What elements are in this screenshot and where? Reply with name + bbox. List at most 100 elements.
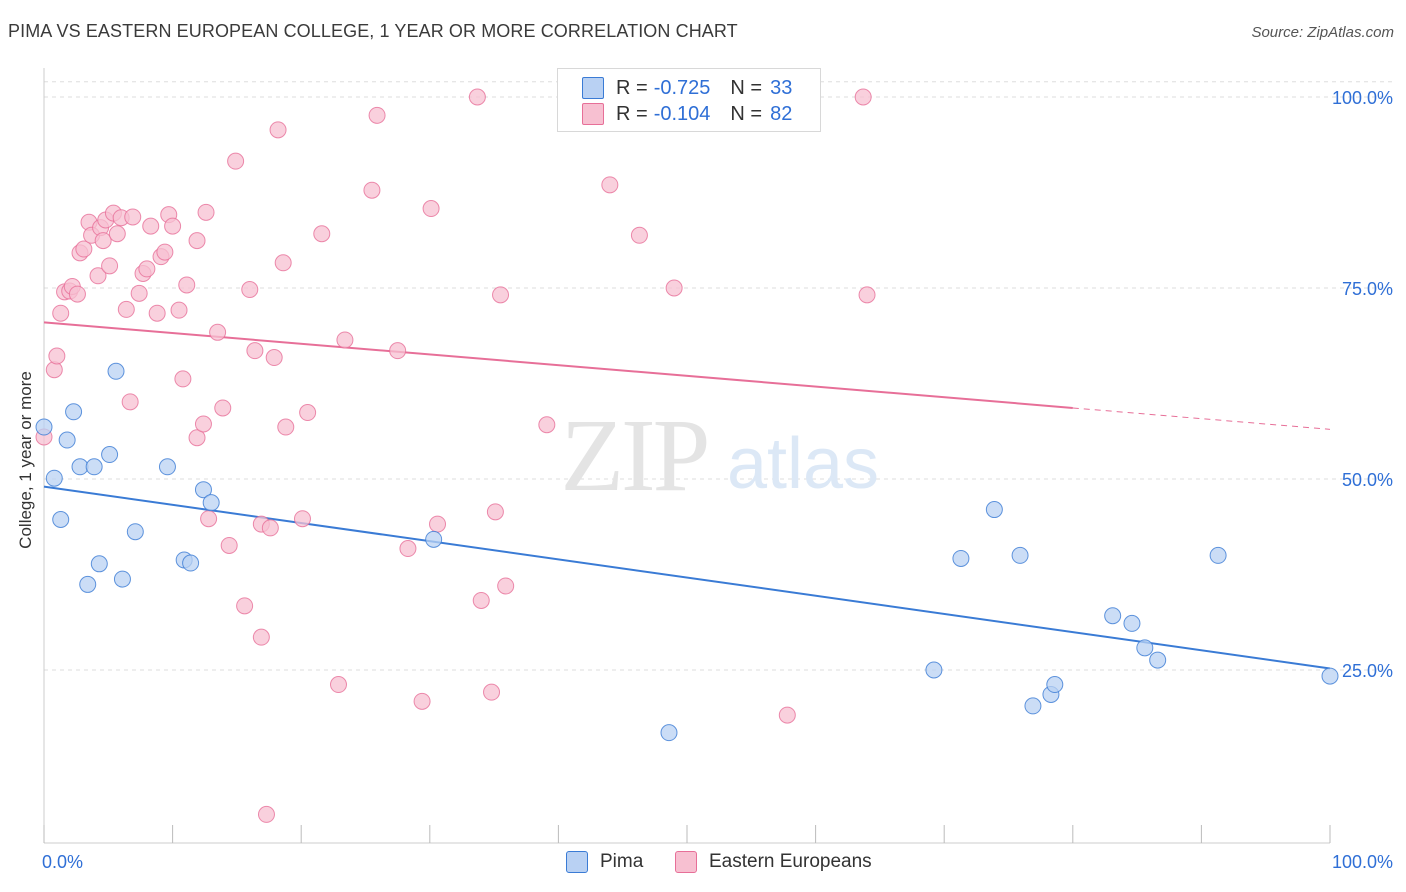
point-eastern-europeans <box>124 208 142 226</box>
point-eastern-europeans <box>89 267 107 285</box>
watermark-atlas: atlas <box>727 424 879 504</box>
y-tick-label: 50.0% <box>1342 470 1393 490</box>
point-eastern-europeans <box>277 418 295 436</box>
point-eastern-europeans <box>413 692 431 710</box>
legend-row-eastern-europeans: R = -0.104 N = 82 <box>582 102 792 126</box>
point-pima <box>182 554 200 572</box>
point-pima <box>194 481 212 499</box>
point-eastern-europeans <box>483 683 501 701</box>
point-eastern-europeans <box>45 361 63 379</box>
point-pima <box>107 362 125 380</box>
series-legend: Pima Eastern Europeans <box>0 851 1406 877</box>
legend-label-eastern-europeans: Eastern Europeans <box>709 851 872 872</box>
legend-swatch-pima <box>566 851 588 873</box>
point-pima <box>1321 667 1339 685</box>
chart-title: PIMA VS EASTERN EUROPEAN COLLEGE, 1 YEAR… <box>8 21 738 41</box>
point-eastern-europeans <box>94 232 112 250</box>
point-pima <box>425 530 443 548</box>
point-eastern-europeans <box>665 279 683 297</box>
point-eastern-europeans <box>293 510 311 528</box>
x-tick-label-max: 100.0% <box>1331 852 1393 872</box>
point-pima <box>126 523 144 541</box>
point-eastern-europeans <box>170 301 188 319</box>
point-pima <box>158 458 176 476</box>
point-eastern-europeans <box>854 88 872 106</box>
point-eastern-europeans <box>236 597 254 615</box>
legend-item-eastern-europeans[interactable]: Eastern Europeans <box>675 851 872 873</box>
points-eastern-europeans <box>35 88 876 823</box>
point-eastern-europeans <box>252 628 270 646</box>
legend-n-value: 33 <box>770 76 793 99</box>
point-eastern-europeans <box>313 225 331 243</box>
legend-swatch-pima <box>582 77 604 99</box>
point-eastern-europeans <box>257 805 275 823</box>
point-pima <box>1209 546 1227 564</box>
point-eastern-europeans <box>363 181 381 199</box>
point-pima <box>1136 639 1154 657</box>
point-eastern-europeans <box>399 540 417 558</box>
point-eastern-europeans <box>194 415 212 433</box>
point-pima <box>1011 546 1029 564</box>
point-eastern-europeans <box>156 243 174 261</box>
point-eastern-europeans <box>188 429 206 447</box>
point-eastern-europeans <box>486 503 504 521</box>
point-eastern-europeans <box>214 399 232 417</box>
legend-label-pima: Pima <box>600 851 644 872</box>
point-eastern-europeans <box>274 254 292 272</box>
point-eastern-europeans <box>429 515 447 533</box>
point-eastern-europeans <box>130 284 148 302</box>
point-pima <box>925 661 943 679</box>
point-eastern-europeans <box>200 510 218 528</box>
point-pima <box>1123 614 1141 632</box>
point-eastern-europeans <box>174 370 192 388</box>
point-eastern-europeans <box>68 285 86 303</box>
point-pima <box>65 403 83 421</box>
point-eastern-europeans <box>538 416 556 434</box>
point-eastern-europeans <box>472 591 490 609</box>
correlation-legend: R = -0.725 N = 33 R = -0.104 N = 82 <box>557 68 821 132</box>
trend-line-eastern-europeans <box>43 321 1073 409</box>
watermark: ZIP atlas <box>561 398 880 513</box>
legend-n-label: N = <box>730 76 763 99</box>
trend-line-eastern-europeans-extension <box>1072 407 1331 430</box>
legend-r-label: R = <box>616 102 648 125</box>
legend-r-value: -0.104 <box>653 102 711 125</box>
point-pima <box>985 501 1003 519</box>
point-pima <box>101 446 119 464</box>
point-eastern-europeans <box>48 347 66 365</box>
point-pima <box>1046 676 1064 694</box>
point-pima <box>660 724 678 742</box>
point-pima <box>1149 651 1167 669</box>
x-tick-label-min: 0.0% <box>42 852 84 872</box>
point-eastern-europeans <box>142 217 160 235</box>
point-eastern-europeans <box>246 342 264 360</box>
point-eastern-europeans <box>778 706 796 724</box>
point-pima <box>58 431 76 449</box>
legend-row-pima: R = -0.725 N = 33 <box>582 76 793 100</box>
point-eastern-europeans <box>197 203 215 221</box>
point-eastern-europeans <box>101 257 119 275</box>
point-eastern-europeans <box>220 536 238 554</box>
point-eastern-europeans <box>422 200 440 218</box>
point-pima <box>90 555 108 573</box>
y-tick-labels: 25.0% 50.0% 75.0% 100.0% <box>1332 88 1393 681</box>
point-eastern-europeans <box>117 300 135 318</box>
point-eastern-europeans <box>265 349 283 367</box>
y-tick-label: 25.0% <box>1342 661 1393 681</box>
trend-line-pima <box>43 485 1331 670</box>
point-eastern-europeans <box>52 304 70 322</box>
watermark-zip: ZIP <box>561 398 708 513</box>
legend-swatch-eastern-europeans <box>582 103 604 125</box>
point-eastern-europeans <box>299 404 317 422</box>
point-eastern-europeans <box>241 281 259 299</box>
point-pima <box>1024 697 1042 715</box>
point-pima <box>71 458 89 476</box>
point-eastern-europeans <box>188 232 206 250</box>
axes <box>43 68 1331 844</box>
legend-item-pima[interactable]: Pima <box>566 851 643 873</box>
legend-r-value: -0.725 <box>653 76 711 99</box>
point-pima <box>45 469 63 487</box>
point-eastern-europeans <box>261 519 279 537</box>
point-eastern-europeans <box>858 286 876 304</box>
